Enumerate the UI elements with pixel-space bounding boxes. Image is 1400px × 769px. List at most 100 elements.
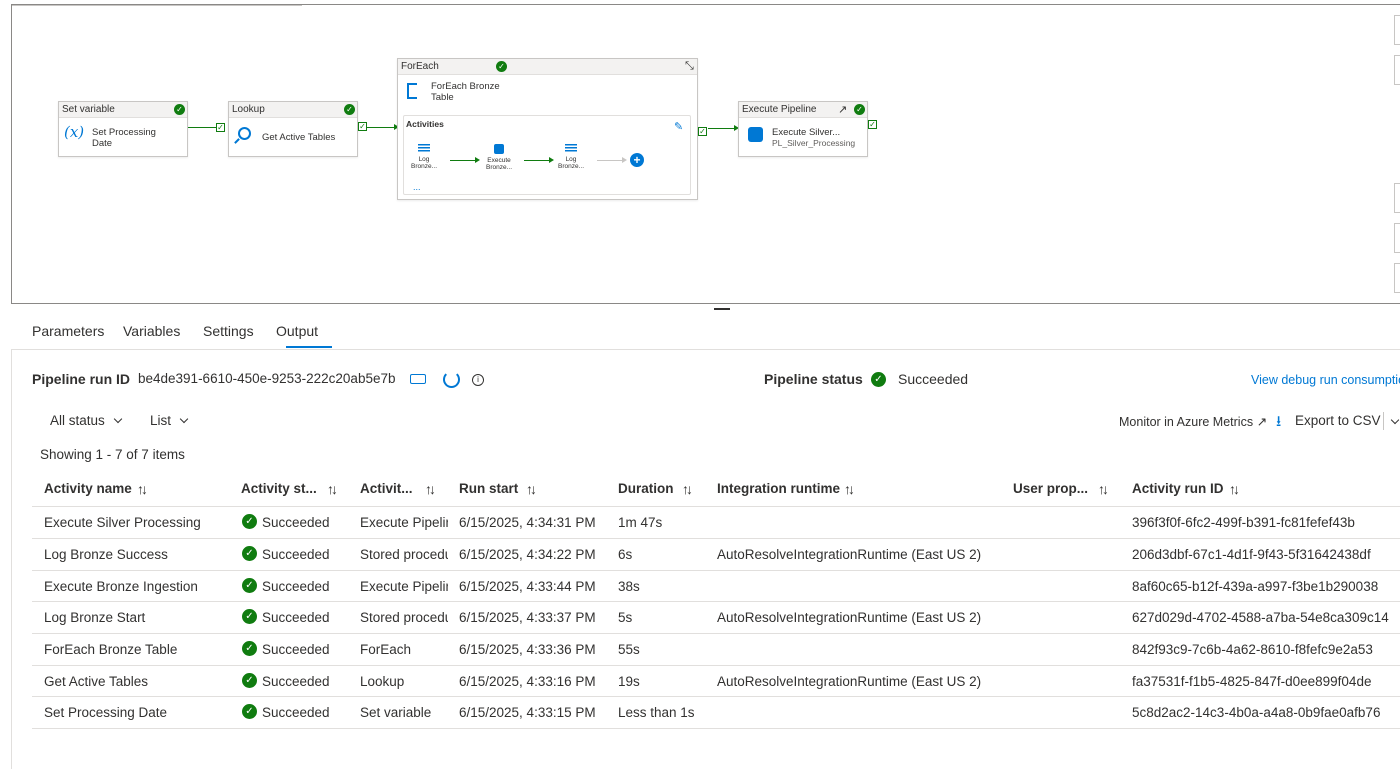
activity-name-cell[interactable]: Log Bronze Success — [44, 547, 168, 562]
status-cell: Succeeded — [262, 642, 330, 657]
duration-cell: 38s — [618, 579, 640, 594]
bottom-panel-tabs: Parameters Variables Settings Output — [11, 316, 1400, 350]
canvas-tool-stub[interactable] — [1394, 263, 1400, 293]
edit-pencil-icon[interactable]: ✎ — [674, 121, 684, 133]
pipeline-canvas[interactable]: Set variable ✓ (x) Set Processing Date ✓… — [11, 4, 1400, 304]
view-debug-run-consumption-link[interactable]: View debug run consumption — [1251, 373, 1400, 387]
activity-name-line1: ForEach Bronze — [431, 81, 500, 92]
panel-left-border — [11, 350, 12, 769]
monitor-azure-metrics-link[interactable]: Monitor in Azure Metrics ↗ — [1119, 414, 1267, 429]
more-dots[interactable]: ... — [413, 182, 421, 192]
tab-parameters[interactable]: Parameters — [32, 323, 105, 339]
inner-activity-log-success[interactable]: Log Bronze... — [556, 144, 586, 170]
activity-name-cell[interactable]: ForEach Bronze Table — [44, 642, 178, 657]
column-header-user-properties[interactable]: User prop... — [1013, 481, 1089, 496]
export-csv-label: Export to CSV — [1295, 413, 1381, 428]
inner-activity-execute[interactable]: Execute Bronze... — [484, 144, 514, 171]
add-activity-icon[interactable]: + — [630, 153, 644, 167]
column-header-integration-runtime[interactable]: Integration runtime — [717, 481, 841, 496]
activity-type-label: Set variable — [59, 102, 187, 118]
activity-type-label: Execute Pipeline — [739, 102, 867, 118]
activity-lookup[interactable]: Lookup ✓ Get Active Tables — [228, 101, 358, 157]
tab-settings[interactable]: Settings — [203, 323, 254, 339]
chevron-down-icon — [113, 414, 123, 424]
activity-type-cell: Stored procedure — [360, 610, 448, 625]
activity-name-cell[interactable]: Execute Silver Processing — [44, 515, 201, 530]
canvas-tool-stub[interactable] — [1394, 223, 1400, 253]
status-cell: Succeeded — [262, 610, 330, 625]
succeeded-icon: ✓ — [242, 546, 257, 561]
canvas-tool-stub[interactable] — [1394, 55, 1400, 85]
lookup-magnifier-icon — [238, 127, 251, 140]
run-start-cell: 6/15/2025, 4:33:44 PM — [459, 579, 596, 594]
activity-name-cell[interactable]: Set Processing Date — [44, 705, 168, 720]
canvas-tool-stub[interactable] — [1394, 15, 1400, 45]
row-divider — [32, 728, 1400, 729]
activity-name-cell[interactable]: Execute Bronze Ingestion — [44, 579, 198, 594]
view-mode-dropdown[interactable]: List — [150, 413, 189, 428]
export-csv-button[interactable]: Export to CSV — [1295, 413, 1381, 428]
activity-type-cell: Execute Pipeline — [360, 515, 448, 530]
open-pipeline-icon[interactable]: ↗ — [838, 104, 848, 116]
activity-name-cell[interactable]: Log Bronze Start — [44, 610, 146, 625]
success-output-check[interactable]: ✓ — [698, 127, 707, 136]
info-icon[interactable]: i — [472, 374, 484, 386]
activity-type-cell: Set variable — [360, 705, 432, 720]
succeeded-icon: ✓ — [242, 673, 257, 688]
sort-icon[interactable]: ↑↓ — [682, 481, 693, 497]
run-start-cell: 6/15/2025, 4:33:36 PM — [459, 642, 596, 657]
refresh-icon[interactable] — [443, 371, 460, 388]
row-divider — [32, 665, 1400, 666]
sort-icon[interactable]: ↑↓ — [425, 481, 436, 497]
column-header-activity-name[interactable]: Activity name — [44, 481, 132, 496]
column-header-activity-run-id[interactable]: Activity run ID — [1132, 481, 1224, 496]
foreach-icon — [407, 83, 417, 99]
success-output-check[interactable]: ✓ — [216, 123, 225, 132]
chevron-down-icon[interactable] — [1390, 415, 1400, 425]
column-header-activity-type[interactable]: Activit... — [360, 481, 413, 496]
activity-run-id-cell: 627d029d-4702-4588-a7ba-54e8ca309c14 — [1132, 610, 1389, 625]
collapse-icon[interactable]: ⤡ — [685, 60, 694, 72]
duration-cell: 19s — [618, 674, 640, 689]
activity-foreach[interactable]: ForEach ✓ ⤡ ForEach Bronze Table Activit… — [397, 58, 698, 200]
success-check-icon: ✓ — [344, 104, 355, 115]
activity-execute-pipeline[interactable]: Execute Pipeline ↗ ✓ Execute Silver... P… — [738, 101, 868, 157]
tab-variables[interactable]: Variables — [123, 323, 181, 339]
activity-name: Execute Silver... — [772, 127, 841, 138]
column-header-duration[interactable]: Duration — [618, 481, 674, 496]
run-start-cell: 6/15/2025, 4:34:22 PM — [459, 547, 596, 562]
success-output-check[interactable]: ✓ — [358, 122, 367, 131]
sort-icon[interactable]: ↑↓ — [526, 481, 537, 497]
sort-icon[interactable]: ↑↓ — [1098, 481, 1109, 497]
activity-run-id-cell: 396f3f0f-6fc2-499f-b391-fc81fefef43b — [1132, 515, 1355, 530]
active-tab-indicator — [286, 346, 332, 348]
status-filter-dropdown[interactable]: All status — [50, 413, 123, 428]
sort-icon[interactable]: ↑↓ — [844, 481, 855, 497]
tab-output[interactable]: Output — [276, 323, 319, 339]
external-link-icon: ↗ — [1256, 415, 1268, 429]
success-output-check[interactable]: ✓ — [868, 120, 877, 129]
sort-icon[interactable]: ↑↓ — [327, 481, 338, 497]
execute-pipeline-icon — [748, 127, 763, 142]
activity-run-id-cell: 8af60c65-b12f-439a-a997-f3be1b290038 — [1132, 579, 1379, 594]
copy-icon[interactable] — [410, 374, 426, 384]
activities-label: Activities — [406, 119, 444, 129]
stored-procedure-icon — [565, 144, 577, 153]
canvas-tool-stub[interactable] — [1394, 183, 1400, 213]
panel-splitter-handle[interactable] — [714, 308, 730, 310]
inner-activity-label-2: Bronze... — [557, 163, 584, 170]
inner-activity-label-2: Bronze... — [410, 163, 437, 170]
duration-cell: 55s — [618, 642, 640, 657]
sort-icon[interactable]: ↑↓ — [137, 481, 148, 497]
inner-activity-log-start[interactable]: Log Bronze... — [409, 144, 439, 170]
foreach-activities-panel[interactable]: Activities ✎ Log Bronze... Execute Bronz… — [403, 115, 691, 195]
monitor-link-label: Monitor in Azure Metrics — [1119, 415, 1254, 429]
column-header-run-start[interactable]: Run start — [459, 481, 519, 496]
sort-icon[interactable]: ↑↓ — [1229, 481, 1240, 497]
activity-set-variable[interactable]: Set variable ✓ (x) Set Processing Date — [58, 101, 188, 157]
column-header-activity-status[interactable]: Activity st... — [241, 481, 317, 496]
canvas-top-edge — [12, 5, 302, 6]
connector-arrow — [394, 124, 399, 130]
activity-name-cell[interactable]: Get Active Tables — [44, 674, 149, 689]
run-start-cell: 6/15/2025, 4:33:16 PM — [459, 674, 596, 689]
